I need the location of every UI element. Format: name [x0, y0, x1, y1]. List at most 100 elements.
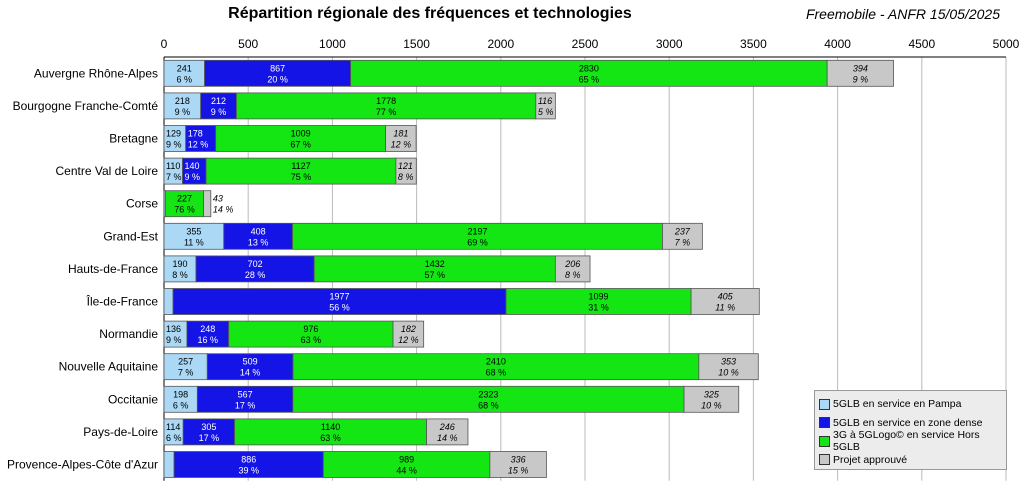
x-tick-label: 0: [161, 37, 168, 51]
data-label-value: 976: [303, 324, 318, 334]
legend-item-pampa: 5GLB en service en Pampa: [819, 395, 1002, 414]
category-label-nouvelle-aquitaine: Nouvelle Aquitaine: [59, 360, 159, 374]
data-label-value: 181: [393, 129, 408, 139]
category-label-occitanie: Occitanie: [108, 392, 158, 406]
data-label-value: 325: [704, 389, 720, 399]
bar-segment-3g-a-5glogo-en-service-hors-5glb: [292, 353, 700, 381]
category-label-ile-de-france: Île-de-France: [86, 294, 159, 309]
data-label-value: 218: [175, 96, 190, 106]
category-label-hauts-de-france: Hauts-de-France: [68, 262, 158, 276]
legend-label-projet: Projet approuvé: [833, 453, 908, 466]
data-label-percent: 5 %: [538, 107, 554, 117]
data-label-value: 394: [853, 63, 868, 73]
data-label-value: 1432: [425, 259, 445, 269]
data-label-percent: 12 %: [188, 140, 209, 150]
bar-segment-3g-a-5glogo-en-service-hors-5glb: [205, 157, 397, 185]
data-label-percent: 63 %: [320, 433, 341, 443]
data-label-percent: 12 %: [398, 335, 419, 345]
data-label-value: 305: [201, 422, 216, 432]
category-label-bretagne: Bretagne: [109, 132, 158, 146]
bar-segment-5glb-en-service-en-pampa: [163, 288, 174, 315]
data-label-percent: 8 %: [398, 172, 414, 182]
x-tick-label: 1500: [403, 37, 430, 51]
data-label-percent: 8 %: [172, 270, 188, 280]
data-label-percent: 28 %: [245, 270, 266, 280]
data-label-percent: 9 %: [211, 107, 227, 117]
x-tick-label: 1000: [319, 37, 346, 51]
legend-swatch-projet: [819, 454, 830, 466]
data-label-value: 136: [166, 324, 181, 334]
x-tick-label: 2500: [572, 37, 599, 51]
bar-segment-3g-a-5glogo-en-service-hors-5glb: [292, 385, 685, 413]
data-label-percent: 9 %: [166, 335, 182, 345]
bar-segment-projet-approuve: [426, 418, 469, 446]
data-label-percent: 20 %: [267, 74, 288, 84]
bar-segment-5glb-en-service-en-zone-dense: [196, 385, 294, 413]
data-label-percent: 76 %: [174, 205, 195, 215]
data-label-percent: 11 %: [715, 303, 735, 313]
bar-segment-projet-approuve: [489, 451, 547, 478]
data-label-percent: 15 %: [508, 466, 529, 476]
data-label-value: 1140: [321, 422, 340, 432]
data-label-value: 190: [172, 259, 187, 269]
data-label-value: 116: [538, 96, 552, 106]
data-label-percent: 14 %: [213, 205, 234, 215]
legend-item-hors-5glb: 3G à 5GLogo© en service Hors 5GLB: [819, 429, 1002, 454]
category-label-auvergne-rhone-alpes: Auvergne Rhône-Alpes: [34, 66, 158, 80]
data-label-value: 248: [200, 324, 215, 334]
data-label-value: 178: [188, 129, 203, 139]
data-label-value: 1778: [376, 96, 396, 106]
data-label-value: 212: [211, 96, 226, 106]
category-label-grand-est: Grand-Est: [103, 229, 158, 243]
data-label-value: 702: [248, 259, 263, 269]
legend: 5GLB en service en Pampa 5GLB en service…: [814, 390, 1007, 470]
data-label-value: 206: [564, 259, 580, 269]
bar-segment-5glb-en-service-en-pampa: [163, 222, 225, 250]
data-label-percent: 7 %: [675, 237, 691, 247]
data-label-value: 336: [511, 455, 526, 465]
category-label-normandie: Normandie: [99, 327, 158, 341]
data-label-percent: 31 %: [588, 303, 609, 313]
bar-segment-5glb-en-service-en-zone-dense: [200, 92, 237, 120]
data-label-value: 246: [439, 422, 455, 432]
data-label-percent: 9 %: [853, 74, 869, 84]
x-tick-label: 500: [238, 37, 258, 51]
data-label-value: 129: [166, 129, 181, 139]
bar-segment-projet-approuve: [535, 92, 556, 120]
x-tick-label: 5000: [993, 37, 1020, 51]
bar-segment-3g-a-5glogo-en-service-hors-5glb: [164, 190, 204, 218]
bar-segment-3g-a-5glogo-en-service-hors-5glb: [505, 288, 692, 315]
legend-label-pampa: 5GLB en service en Pampa: [833, 398, 962, 411]
data-label-percent: 14 %: [437, 433, 458, 443]
data-label-value: 43: [213, 194, 223, 204]
category-label-pays-de-loire: Pays-de-Loire: [83, 425, 158, 439]
data-label-value: 2410: [486, 357, 506, 367]
legend-swatch-hors-5glb: [819, 435, 830, 447]
bar-segment-projet-approuve: [392, 320, 425, 348]
data-label-value: 2323: [478, 389, 498, 399]
x-tick-label: 3500: [740, 37, 767, 51]
bar-segment-projet-approuve: [690, 288, 760, 315]
data-label-percent: 7 %: [178, 368, 194, 378]
data-label-value: 241: [177, 63, 192, 73]
data-label-percent: 7 %: [166, 172, 182, 182]
data-label-value: 2830: [579, 63, 599, 73]
data-label-percent: 10 %: [718, 368, 739, 378]
data-label-value: 867: [270, 63, 285, 73]
data-label-value: 509: [243, 357, 258, 367]
bar-segment-3g-a-5glogo-en-service-hors-5glb: [215, 125, 387, 152]
bar-segment-5glb-en-service-en-pampa: [163, 353, 208, 381]
data-label-value: 227: [177, 194, 192, 204]
data-label-percent: 67 %: [290, 140, 311, 150]
data-label-percent: 11 %: [184, 237, 204, 247]
bar-segment-5glb-en-service-en-zone-dense: [223, 222, 293, 250]
legend-swatch-pampa: [819, 398, 830, 410]
x-tick-label: 4500: [908, 37, 935, 51]
data-label-percent: 10 %: [701, 400, 722, 410]
data-label-value: 257: [178, 357, 193, 367]
legend-item-projet: Projet approuvé: [819, 451, 1002, 470]
legend-label-hors-5glb: 3G à 5GLogo© en service Hors 5GLB: [833, 429, 980, 454]
data-label-percent: 77 %: [376, 107, 397, 117]
